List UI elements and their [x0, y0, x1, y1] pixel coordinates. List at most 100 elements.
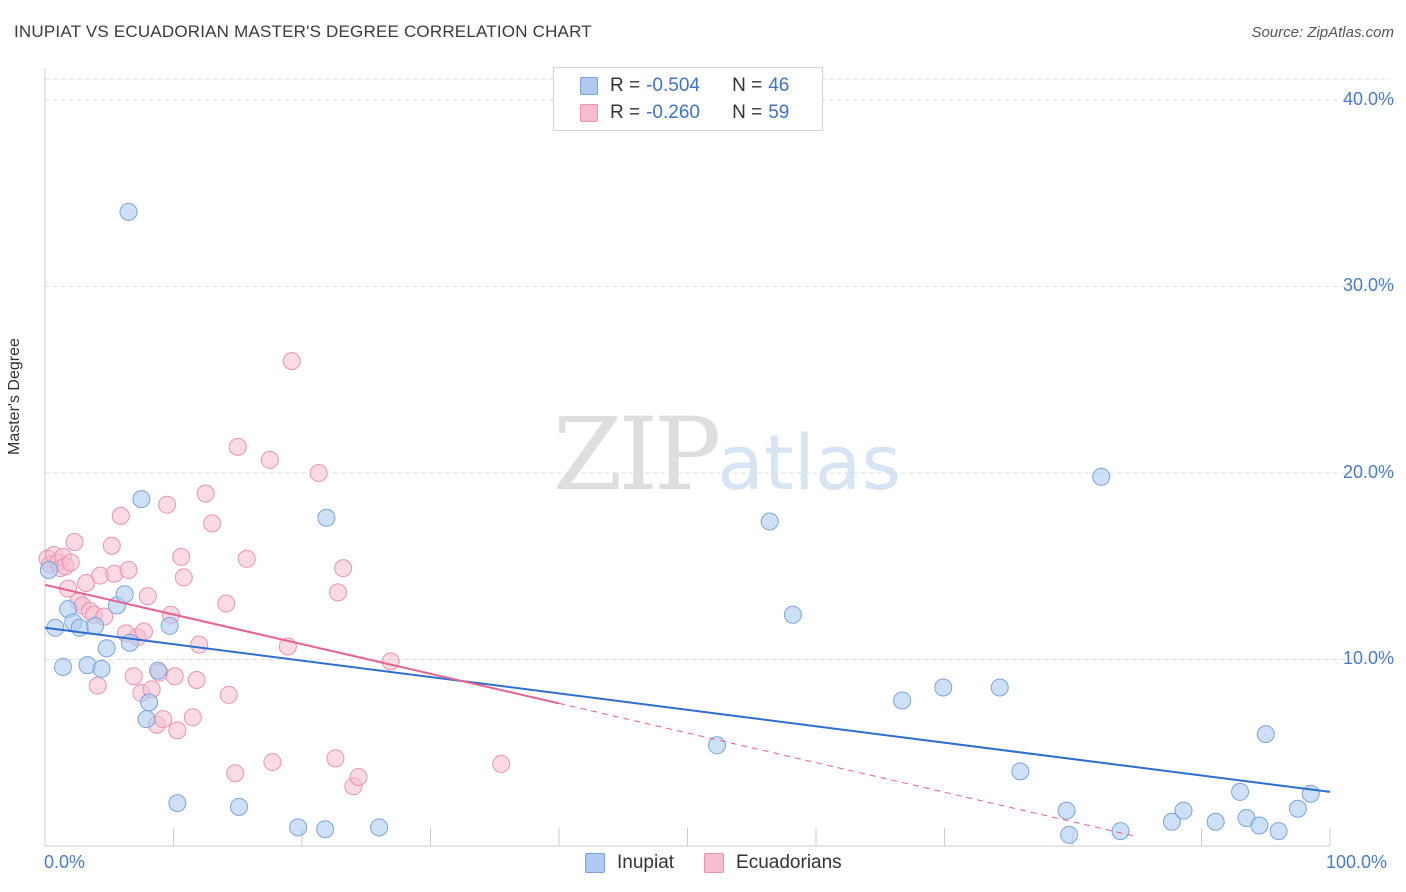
inupiat-legend-label: Inupiat	[617, 852, 675, 873]
watermark-atlas: atlas	[717, 418, 901, 507]
ecuadorians-point	[165, 667, 184, 686]
source-credit: Source: ZipAtlas.com	[1251, 24, 1394, 41]
inupiat-trend-line	[44, 626, 1331, 793]
inupiat-point	[119, 202, 138, 221]
inupiat-point	[92, 659, 111, 678]
ecuadorians-point	[187, 671, 206, 690]
ecuadorians-point	[196, 484, 215, 503]
inupiat-swatch	[580, 77, 598, 95]
inupiat-point	[230, 797, 249, 816]
ecuadorians-point	[134, 622, 153, 641]
ecuadorians-point	[263, 753, 282, 772]
inupiat-point	[137, 710, 156, 729]
ecuadorians-point	[158, 495, 177, 514]
inupiat-point	[1231, 782, 1250, 801]
ecuadorians-point	[119, 560, 138, 579]
inupiat-point	[1206, 812, 1225, 831]
inupiat-point	[316, 820, 335, 839]
watermark-zip: ZIP	[553, 396, 721, 513]
ecuadorians-point	[111, 506, 130, 525]
ecuadorians-point	[183, 708, 202, 727]
axes	[44, 68, 1331, 847]
inupiat-points	[39, 202, 1320, 844]
ecuadorians-point	[349, 767, 368, 786]
y-tick-label: 20.0%	[1342, 461, 1394, 482]
legend-n-label: N =	[732, 75, 763, 96]
inupiat-point	[160, 616, 179, 635]
legend-r-label: R =	[610, 102, 641, 123]
ecuadorians-point	[124, 667, 143, 686]
grid-lines	[45, 78, 1390, 660]
legend-n-value: 59	[768, 102, 790, 123]
ecuadorians-legend-label: Ecuadorians	[736, 852, 842, 873]
x-tick-max: 100.0%	[1326, 852, 1388, 872]
inupiat-point	[783, 605, 802, 624]
x-tick-min: 0.0%	[44, 852, 86, 872]
trend-lines	[44, 583, 1331, 838]
legend-r-value: -0.504	[646, 75, 700, 96]
correlation-legend: R = -0.504 N = 46 R = -0.260 N = 59	[553, 67, 823, 131]
inupiat-point	[370, 818, 389, 837]
ecuadorians-trend-extension	[558, 702, 1138, 838]
inupiat-point	[1011, 762, 1030, 781]
inupiat-point	[1256, 725, 1275, 744]
ecuadorians-point	[226, 764, 245, 783]
legend-item-ecuadorians: Ecuadorians	[704, 852, 842, 874]
y-tick-label: 10.0%	[1342, 648, 1394, 669]
inupiat-point	[760, 512, 779, 531]
inupiat-point	[53, 657, 72, 676]
inupiat-point	[97, 639, 116, 658]
y-tick-label: 30.0%	[1342, 275, 1394, 296]
ecuadorians-point	[190, 635, 209, 654]
ecuadorians-point	[260, 450, 279, 469]
inupiat-point	[1269, 822, 1288, 841]
inupiat-point	[1057, 801, 1076, 820]
ecuadorians-points	[38, 352, 511, 796]
ecuadorians-point	[61, 553, 80, 572]
legend-r-label: R =	[610, 75, 641, 96]
inupiat-point	[39, 560, 58, 579]
inupiat-point	[1111, 822, 1130, 841]
inupiat-point	[893, 691, 912, 710]
inupiat-point	[708, 736, 727, 755]
watermark: ZIPatlas	[553, 396, 901, 513]
inupiat-point	[1250, 816, 1269, 835]
ecuadorians-point	[328, 583, 347, 602]
series-legend: Inupiat Ecuadorians	[585, 852, 872, 874]
legend-row-ecuadorians: R = -0.260 N = 59	[580, 101, 789, 125]
inupiat-legend-swatch	[585, 853, 605, 873]
inupiat-point	[149, 661, 168, 680]
inupiat-point	[140, 693, 159, 712]
inupiat-point	[289, 818, 308, 837]
ecuadorians-swatch	[580, 104, 598, 122]
inupiat-point	[990, 678, 1009, 697]
ecuadorians-point	[219, 685, 238, 704]
ecuadorians-point	[334, 559, 353, 578]
legend-r-value: -0.260	[646, 102, 700, 123]
inupiat-point	[1162, 812, 1181, 831]
inupiat-point	[115, 585, 134, 604]
inupiat-point	[86, 616, 105, 635]
ecuadorians-point	[228, 437, 247, 456]
legend-row-inupiat: R = -0.504 N = 46	[580, 74, 789, 98]
ecuadorians-point	[77, 574, 96, 593]
ecuadorians-point	[326, 749, 345, 768]
ecuadorians-legend-swatch	[704, 853, 725, 873]
inupiat-point	[1092, 467, 1111, 486]
ecuadorians-point	[138, 587, 157, 606]
ecuadorians-point	[309, 463, 328, 482]
ecuadorians-point	[492, 754, 511, 773]
legend-n-value: 46	[768, 75, 790, 96]
ecuadorians-point	[282, 352, 301, 371]
inupiat-point	[1060, 825, 1079, 844]
inupiat-point	[317, 508, 336, 527]
ecuadorians-trend-line	[44, 583, 560, 705]
ecuadorians-point	[237, 549, 256, 568]
ecuadorians-point	[102, 536, 121, 555]
ecuadorians-point	[65, 532, 84, 551]
ecuadorians-point	[168, 721, 187, 740]
chart-title: INUPIAT VS ECUADORIAN MASTER'S DEGREE CO…	[14, 22, 592, 41]
inupiat-point	[132, 490, 151, 509]
ecuadorians-point	[174, 568, 193, 587]
